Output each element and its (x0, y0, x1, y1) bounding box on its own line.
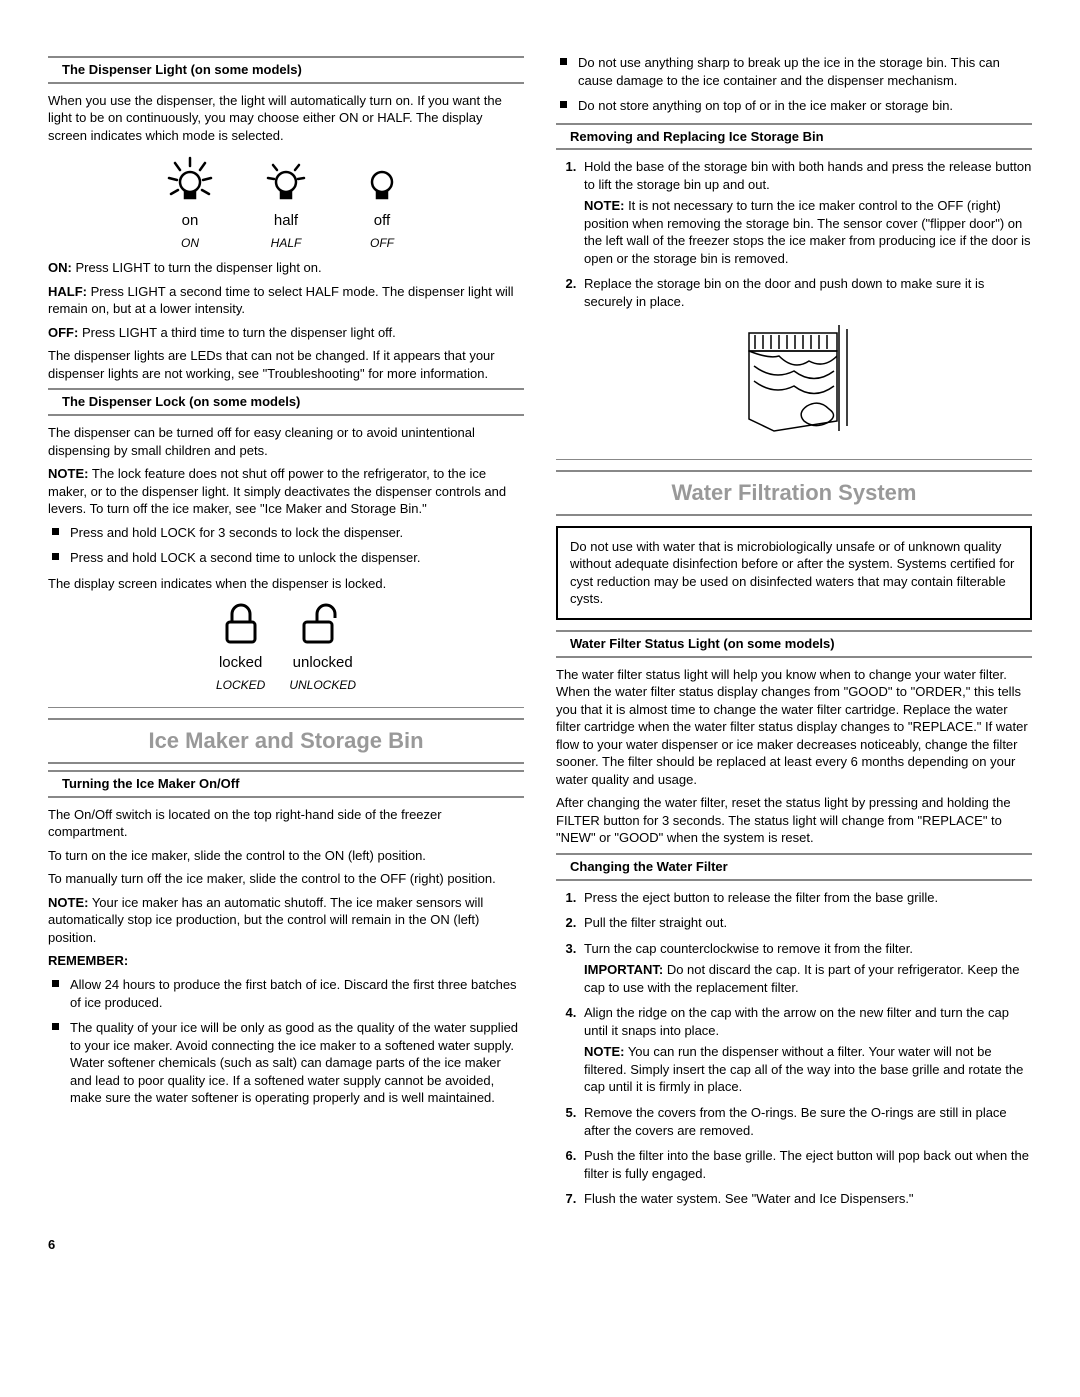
dispenser-lock-bullets: Press and hold LOCK for 3 seconds to loc… (48, 524, 524, 567)
list-item: The quality of your ice will be only as … (48, 1019, 524, 1107)
right-column: Do not use anything sharp to break up th… (556, 50, 1032, 1216)
light-off-desc: OFF: Press LIGHT a third time to turn th… (48, 324, 524, 342)
dispenser-light-intro: When you use the dispenser, the light wi… (48, 92, 524, 145)
ice-maker-p3: To manually turn off the ice maker, slid… (48, 870, 524, 888)
storage-bin-figure (556, 321, 1032, 446)
list-item: Do not use anything sharp to break up th… (556, 54, 1032, 89)
filter-status-p2: After changing the water filter, reset t… (556, 794, 1032, 847)
ice-maker-onoff-heading: Turning the Ice Maker On/Off (48, 770, 524, 798)
changing-filter-heading: Changing the Water Filter (556, 853, 1032, 881)
remember-bullets: Allow 24 hours to produce the first batc… (48, 976, 524, 1107)
dispenser-lock-heading: The Dispenser Lock (on some models) (48, 388, 524, 416)
list-item: Hold the base of the storage bin with bo… (580, 158, 1032, 267)
bulb-half-icon (261, 156, 311, 204)
list-item: Do not store anything on top of or in th… (556, 97, 1032, 115)
ice-maker-title: Ice Maker and Storage Bin (48, 718, 524, 764)
light-led-note: The dispenser lights are LEDs that can n… (48, 347, 524, 382)
locked-caption: LOCKED (216, 677, 265, 693)
list-item: Press the eject button to release the fi… (580, 889, 1032, 907)
list-item: Turn the cap counterclockwise to remove … (580, 940, 1032, 997)
list-item: Flush the water system. See "Water and I… (580, 1190, 1032, 1208)
remember-heading: REMEMBER: (48, 952, 524, 970)
list-item: Align the ridge on the cap with the arro… (580, 1004, 1032, 1096)
list-item: Press and hold LOCK a second time to unl… (48, 549, 524, 567)
list-item: Pull the filter straight out. (580, 914, 1032, 932)
list-item: Replace the storage bin on the door and … (580, 275, 1032, 310)
bulb-half-caption: HALF (261, 235, 311, 251)
filter-status-p1: The water filter status light will help … (556, 666, 1032, 789)
filter-status-heading: Water Filter Status Light (on some model… (556, 630, 1032, 658)
removing-heading: Removing and Replacing Ice Storage Bin (556, 123, 1032, 151)
ice-maker-p2: To turn on the ice maker, slide the cont… (48, 847, 524, 865)
list-item: Press and hold LOCK for 3 seconds to loc… (48, 524, 524, 542)
lock-figure: locked LOCKED unlocked UNLOCKED (48, 602, 524, 693)
water-filtration-title: Water Filtration System (556, 470, 1032, 516)
ice-maker-p1: The On/Off switch is located on the top … (48, 806, 524, 841)
left-column: The Dispenser Light (on some models) Whe… (48, 50, 524, 1216)
ice-maker-note: NOTE: Your ice maker has an automatic sh… (48, 894, 524, 947)
bulb-on-label: on (165, 211, 215, 231)
light-half-desc: HALF: Press LIGHT a second time to selec… (48, 283, 524, 318)
dispenser-light-heading: The Dispenser Light (on some models) (48, 56, 524, 84)
removing-steps: Hold the base of the storage bin with bo… (556, 158, 1032, 310)
dispenser-lock-note: NOTE: The lock feature does not shut off… (48, 465, 524, 518)
bulb-off-label: off (357, 211, 407, 231)
locked-label: locked (216, 653, 265, 673)
light-on-desc: ON: Press LIGHT to turn the dispenser li… (48, 259, 524, 277)
dispenser-lock-after: The display screen indicates when the di… (48, 575, 524, 593)
dispenser-light-figure: on ON half HALF (48, 156, 524, 251)
water-warning-text: Do not use with water that is microbiolo… (570, 539, 1014, 607)
bulb-off-icon (357, 156, 407, 204)
page-number: 6 (48, 1236, 1032, 1254)
list-item: Push the filter into the base grille. Th… (580, 1147, 1032, 1182)
bulb-on-icon (165, 156, 215, 204)
bulb-off-caption: OFF (357, 235, 407, 251)
locked-icon (220, 602, 262, 646)
storage-bin-icon (719, 321, 869, 441)
list-item: Allow 24 hours to produce the first batc… (48, 976, 524, 1011)
water-warning-box: Do not use with water that is microbiolo… (556, 526, 1032, 620)
bulb-on-caption: ON (165, 235, 215, 251)
top-bullets: Do not use anything sharp to break up th… (556, 54, 1032, 115)
bulb-half-label: half (261, 211, 311, 231)
dispenser-lock-intro: The dispenser can be turned off for easy… (48, 424, 524, 459)
changing-filter-steps: Press the eject button to release the fi… (556, 889, 1032, 1208)
unlocked-label: unlocked (289, 653, 356, 673)
unlocked-icon (299, 602, 347, 646)
list-item: Remove the covers from the O-rings. Be s… (580, 1104, 1032, 1139)
unlocked-caption: UNLOCKED (289, 677, 356, 693)
